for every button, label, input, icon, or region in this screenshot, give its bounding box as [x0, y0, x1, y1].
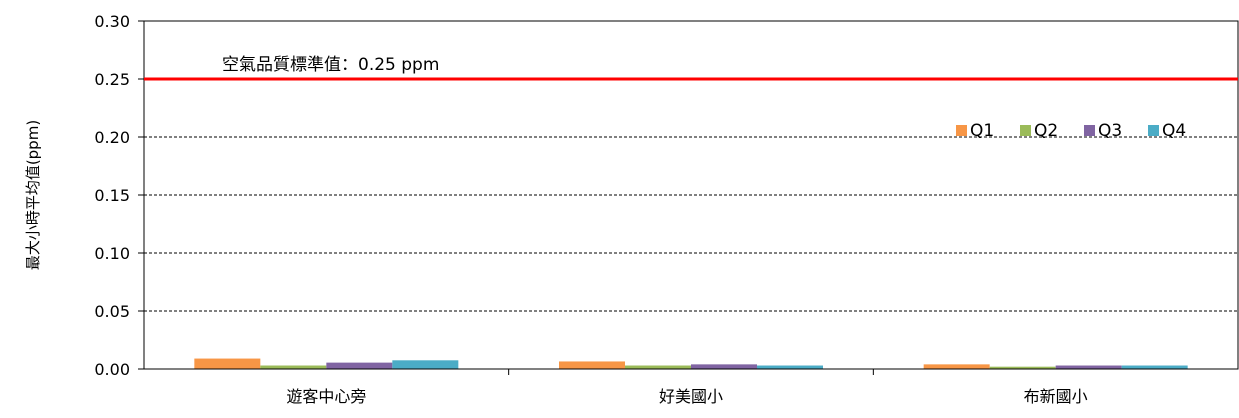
- y-tick-label: 0.30: [94, 12, 130, 31]
- bar-q2: [625, 365, 691, 369]
- grid-layer: [144, 78, 1238, 312]
- legend-label-q2: Q2: [1034, 121, 1058, 141]
- legend-label-q4: Q4: [1162, 121, 1186, 141]
- legend-swatch-q3: [1084, 125, 1095, 136]
- y-axis-title: 最大小時平均值(ppm): [24, 120, 42, 270]
- bar-q4: [1121, 365, 1188, 369]
- legend-label-q3: Q3: [1098, 121, 1122, 141]
- y-tick-label: 0.25: [94, 70, 130, 89]
- x-category-label: 好美國小: [659, 387, 723, 406]
- y-tick-label: 0.05: [94, 302, 130, 321]
- legend-swatch-q4: [1148, 125, 1159, 136]
- bar-q1: [923, 364, 990, 369]
- axis-layer: 0.00 0.05 0.10 0.15 0.20 0.25 0.30 遊客中心旁 好美國小 布新國…: [94, 12, 1239, 406]
- bar-q4: [757, 365, 823, 369]
- y-tick-label: 0.15: [94, 186, 130, 205]
- bar-q3: [326, 362, 393, 369]
- legend: Q1 Q2 Q3 Q4: [956, 121, 1186, 141]
- reference-label: 空氣品質標準值：0.25 ppm: [222, 55, 439, 75]
- bar-q1: [194, 358, 261, 369]
- bar-q4: [392, 360, 459, 369]
- bar-q3: [691, 364, 757, 369]
- bar-q2: [989, 366, 1056, 369]
- bar-layer: [194, 358, 1188, 369]
- bar-q1: [559, 361, 625, 369]
- bar-q3: [1055, 365, 1122, 369]
- reference-layer: 空氣品質標準值：0.25 ppm: [144, 55, 1238, 81]
- bar-q2: [260, 365, 327, 369]
- legend-label-q1: Q1: [970, 121, 994, 141]
- y-tick-label: 0.10: [94, 244, 130, 263]
- y-tick-label: 0.20: [94, 128, 130, 147]
- y-tick-label: 0.00: [94, 360, 130, 379]
- x-category-label: 遊客中心旁: [286, 387, 366, 406]
- legend-swatch-q1: [956, 125, 967, 136]
- x-category-label: 布新國小: [1024, 387, 1088, 406]
- legend-swatch-q2: [1020, 125, 1031, 136]
